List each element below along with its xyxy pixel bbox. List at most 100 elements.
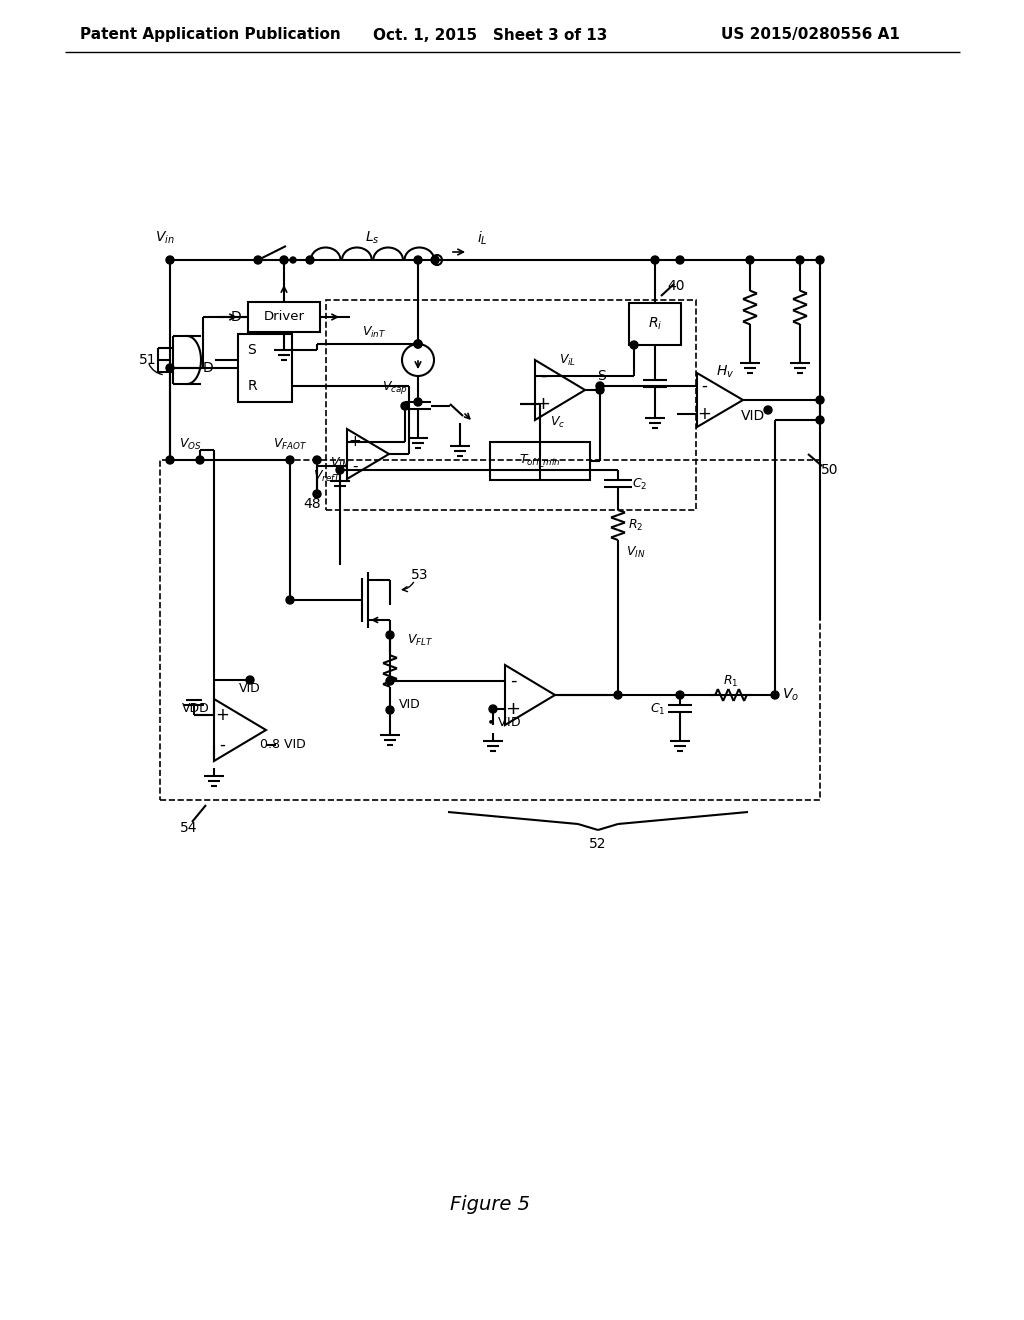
Circle shape <box>166 364 174 372</box>
Text: 54: 54 <box>180 821 198 836</box>
Text: $V_{OS}$: $V_{OS}$ <box>178 437 202 451</box>
Text: D: D <box>230 310 242 323</box>
Circle shape <box>816 396 824 404</box>
Text: R: R <box>247 379 257 393</box>
Text: $T_{off\_min}$: $T_{off\_min}$ <box>519 453 561 470</box>
Text: Driver: Driver <box>263 310 304 323</box>
Circle shape <box>676 690 684 700</box>
Text: $V_{iL}$: $V_{iL}$ <box>559 352 577 367</box>
Circle shape <box>336 466 344 474</box>
Text: US 2015/0280556 A1: US 2015/0280556 A1 <box>721 28 900 42</box>
Bar <box>160 459 820 800</box>
Text: Figure 5: Figure 5 <box>450 1196 530 1214</box>
Circle shape <box>596 385 604 393</box>
Text: $V_{cap}$: $V_{cap}$ <box>382 380 408 396</box>
Bar <box>326 300 696 510</box>
Text: VID: VID <box>741 409 765 422</box>
Bar <box>629 304 681 345</box>
Text: D: D <box>203 360 213 375</box>
Circle shape <box>313 490 321 498</box>
Text: 48: 48 <box>303 498 321 511</box>
Circle shape <box>196 455 204 465</box>
Circle shape <box>414 399 422 407</box>
Text: -: - <box>540 367 546 385</box>
Text: $i_L$: $i_L$ <box>476 230 487 247</box>
Text: $C_1$: $C_1$ <box>650 701 666 717</box>
Circle shape <box>286 597 294 605</box>
Text: 53: 53 <box>412 568 429 582</box>
Text: 51: 51 <box>139 352 157 367</box>
Circle shape <box>246 676 254 684</box>
Circle shape <box>402 345 434 376</box>
Circle shape <box>614 690 622 700</box>
Circle shape <box>414 256 422 264</box>
Circle shape <box>489 705 497 713</box>
Polygon shape <box>214 700 266 762</box>
Circle shape <box>166 455 174 465</box>
Text: $V_{IN}$: $V_{IN}$ <box>627 544 646 560</box>
Text: $V_{FLT}$: $V_{FLT}$ <box>407 632 433 648</box>
Polygon shape <box>697 374 743 426</box>
Circle shape <box>254 256 262 264</box>
Text: $V_{inT}$: $V_{inT}$ <box>361 325 386 339</box>
Text: +: + <box>697 405 711 422</box>
Text: $V_o$: $V_o$ <box>782 686 800 704</box>
Circle shape <box>771 690 779 700</box>
Circle shape <box>431 256 439 264</box>
Text: $V_{IN}$: $V_{IN}$ <box>331 455 350 470</box>
Bar <box>490 442 590 480</box>
Text: Oct. 1, 2015   Sheet 3 of 13: Oct. 1, 2015 Sheet 3 of 13 <box>373 28 607 42</box>
Circle shape <box>816 416 824 424</box>
Circle shape <box>313 455 321 465</box>
Text: 40: 40 <box>668 279 685 293</box>
Text: -: - <box>701 378 707 395</box>
Circle shape <box>166 256 174 264</box>
Text: $V_{in}$: $V_{in}$ <box>156 230 175 247</box>
Circle shape <box>596 381 604 389</box>
Text: $\bullet$ VID: $\bullet$ VID <box>485 717 520 730</box>
Text: $R_2$: $R_2$ <box>629 517 644 532</box>
Circle shape <box>290 257 296 263</box>
Circle shape <box>764 407 772 414</box>
Text: Patent Application Publication: Patent Application Publication <box>80 28 341 42</box>
Text: $H_v$: $H_v$ <box>716 364 734 380</box>
Circle shape <box>414 341 422 348</box>
Circle shape <box>306 256 314 264</box>
Text: $R_i$: $R_i$ <box>648 315 663 333</box>
Circle shape <box>816 256 824 264</box>
Text: VID: VID <box>240 681 261 694</box>
Text: VID: VID <box>399 698 421 711</box>
Text: +: + <box>215 706 229 723</box>
Text: S: S <box>598 370 606 383</box>
Circle shape <box>651 256 659 264</box>
Circle shape <box>676 256 684 264</box>
Text: +: + <box>506 700 520 718</box>
Circle shape <box>796 256 804 264</box>
Circle shape <box>414 341 422 348</box>
Polygon shape <box>535 360 585 420</box>
Circle shape <box>386 631 394 639</box>
Circle shape <box>286 455 294 465</box>
Text: +: + <box>536 395 551 413</box>
Text: VDD: VDD <box>182 701 210 714</box>
Circle shape <box>630 341 638 348</box>
Text: -: - <box>352 458 357 474</box>
Text: $V_c$: $V_c$ <box>550 414 565 429</box>
Polygon shape <box>505 665 555 725</box>
Polygon shape <box>347 429 389 479</box>
Text: 52: 52 <box>589 837 607 851</box>
Bar <box>248 302 319 333</box>
Text: $L_s$: $L_s$ <box>365 230 379 247</box>
Text: 0.8 VID: 0.8 VID <box>260 738 306 751</box>
Text: $C_2$: $C_2$ <box>633 477 647 491</box>
Text: $V_{FAOT}$: $V_{FAOT}$ <box>272 437 307 451</box>
Bar <box>238 334 292 403</box>
Circle shape <box>386 677 394 685</box>
Circle shape <box>280 256 288 264</box>
Text: S: S <box>248 343 256 356</box>
Circle shape <box>401 403 409 411</box>
Text: +: + <box>348 434 361 450</box>
Text: -: - <box>510 672 516 690</box>
Text: $V_{refT}$: $V_{refT}$ <box>313 469 342 483</box>
Circle shape <box>386 706 394 714</box>
